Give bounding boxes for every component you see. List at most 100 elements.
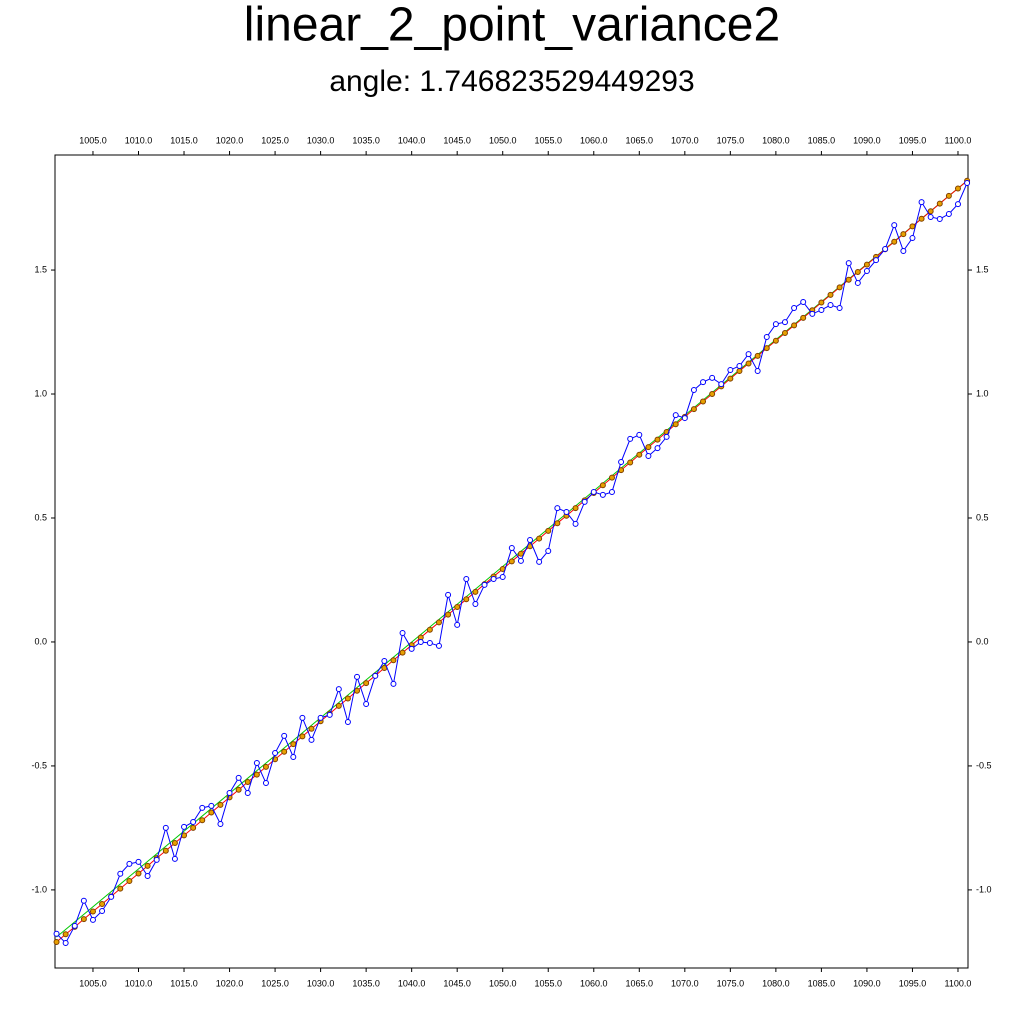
- data-point: [800, 314, 807, 321]
- x-tick-label: 1095.0: [899, 135, 927, 145]
- data-point: [272, 750, 279, 757]
- data-point: [554, 520, 561, 527]
- data-point: [426, 626, 433, 633]
- data-point: [781, 319, 788, 326]
- x-tick-label: 1080.0: [762, 978, 790, 988]
- data-point: [253, 759, 260, 766]
- data-point: [918, 215, 925, 222]
- data-point: [627, 435, 634, 442]
- y-tick-label: 1.5: [976, 264, 989, 274]
- data-point: [636, 431, 643, 438]
- data-point: [71, 922, 78, 929]
- data-point: [335, 702, 342, 709]
- data-point: [144, 873, 151, 880]
- y-tick-label: 1.0: [976, 388, 989, 398]
- data-point: [909, 235, 916, 242]
- data-point: [827, 291, 834, 298]
- data-point: [217, 820, 224, 827]
- data-point: [508, 544, 515, 551]
- data-point: [217, 801, 224, 808]
- data-point: [199, 817, 206, 824]
- x-tick-label: 1020.0: [216, 978, 244, 988]
- data-point: [845, 260, 852, 267]
- data-point: [53, 930, 60, 937]
- data-point: [517, 557, 524, 564]
- data-point: [845, 276, 852, 283]
- data-point: [281, 748, 288, 755]
- data-point: [344, 719, 351, 726]
- data-point: [317, 714, 324, 721]
- data-point: [873, 257, 880, 264]
- data-point: [290, 754, 297, 761]
- data-point: [80, 897, 87, 904]
- data-point: [663, 433, 670, 440]
- data-point: [244, 789, 251, 796]
- data-point: [517, 550, 524, 557]
- x-tick-label: 1070.0: [671, 978, 699, 988]
- x-tick-label: 1055.0: [534, 135, 562, 145]
- data-point: [454, 621, 461, 628]
- data-point: [536, 535, 543, 542]
- data-point: [581, 498, 588, 505]
- data-point: [690, 387, 697, 394]
- data-point: [527, 537, 534, 544]
- data-point: [909, 223, 916, 230]
- data-point: [445, 611, 452, 618]
- data-point: [390, 680, 397, 687]
- data-point: [208, 809, 215, 816]
- x-tick-label: 1030.0: [307, 135, 335, 145]
- data-point: [545, 527, 552, 534]
- x-tick-label: 1015.0: [170, 135, 198, 145]
- data-point: [354, 673, 361, 680]
- data-point: [727, 375, 734, 382]
- data-point: [363, 680, 370, 687]
- data-point: [363, 700, 370, 707]
- data-point: [89, 916, 96, 923]
- data-point: [117, 870, 124, 877]
- data-point: [563, 509, 570, 516]
- data-point: [599, 482, 606, 489]
- data-point: [672, 421, 679, 428]
- x-tick-label: 1020.0: [216, 135, 244, 145]
- data-point: [499, 573, 506, 580]
- data-point: [891, 238, 898, 245]
- data-point: [472, 588, 479, 595]
- data-point: [863, 261, 870, 268]
- x-tick-label: 1005.0: [79, 978, 107, 988]
- data-point: [927, 208, 934, 215]
- data-point: [335, 686, 342, 693]
- y-tick-label: 0.5: [976, 512, 989, 522]
- data-point: [727, 366, 734, 373]
- y-tick-label: -1.0: [976, 884, 992, 894]
- data-point: [481, 581, 488, 588]
- data-point: [463, 596, 470, 603]
- data-point: [709, 391, 716, 398]
- data-point: [99, 907, 106, 914]
- data-point: [745, 351, 752, 358]
- data-point: [818, 299, 825, 306]
- data-point: [791, 322, 798, 329]
- data-point: [645, 453, 652, 460]
- data-point: [199, 804, 206, 811]
- data-point: [636, 451, 643, 458]
- data-point: [836, 304, 843, 311]
- data-point: [390, 657, 397, 664]
- data-point: [190, 824, 197, 831]
- data-point: [754, 352, 761, 359]
- data-point: [772, 321, 779, 328]
- data-point: [900, 231, 907, 238]
- x-tick-label: 1035.0: [352, 135, 380, 145]
- data-point: [89, 908, 96, 915]
- data-point: [262, 763, 269, 770]
- data-point: [308, 725, 315, 732]
- y-tick-label: 0.0: [976, 636, 989, 646]
- data-point: [117, 885, 124, 892]
- data-point: [608, 474, 615, 481]
- data-point: [836, 284, 843, 291]
- data-point: [745, 360, 752, 367]
- x-tick-label: 1045.0: [443, 135, 471, 145]
- data-point: [654, 436, 661, 443]
- y-tick-label: -0.5: [976, 760, 992, 770]
- data-point: [608, 488, 615, 495]
